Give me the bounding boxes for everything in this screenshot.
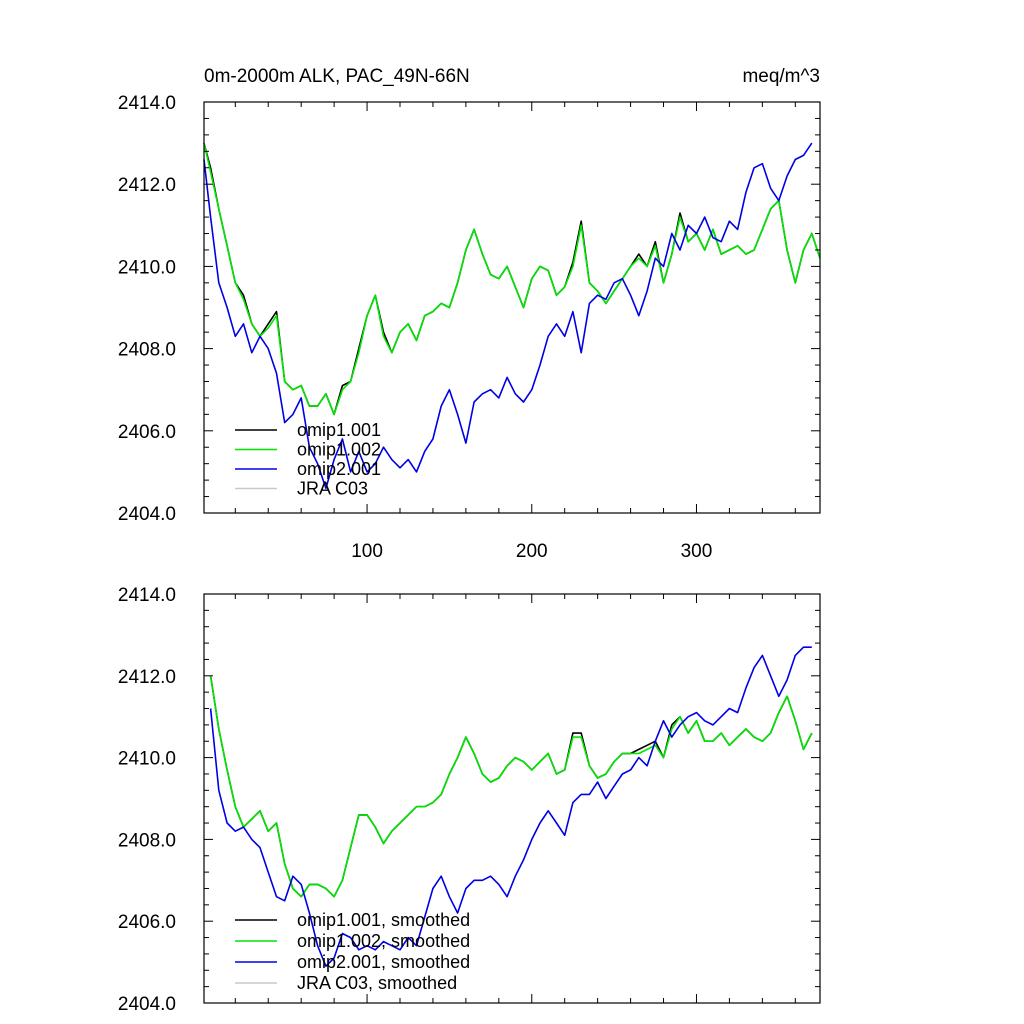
legend-label: omip1.002, smoothed [297,931,470,951]
y-tick-label: 2412.0 [118,667,176,688]
plot-frame [203,101,821,514]
legend-label: omip1.002 [297,440,381,460]
y-tick-label: 2412.0 [118,175,176,196]
y-tick-label: 2408.0 [118,340,176,361]
legend-label: omip2.001, smoothed [297,952,470,972]
y-tick-label: 2414.0 [118,93,176,114]
y-tick-label: 2406.0 [118,912,176,933]
legend-label: omip1.001 [297,420,381,440]
y-tick-label: 2410.0 [118,749,176,770]
x-tick-label: 300 [681,541,713,562]
series-line-0 [209,675,813,898]
legend-label: omip1.001, smoothed [297,910,470,930]
plot-frame [203,593,821,1004]
series-line-1 [209,675,813,898]
legend-label: JRA C03 [297,479,368,499]
series-line-2 [203,142,813,490]
y-tick-label: 2406.0 [118,422,176,443]
y-tick-label: 2408.0 [118,830,176,851]
bottom-panel: 2404.0 2406.0 2408.0 2410.0 2412.0 2414.0 omip… [118,585,821,1015]
figure-title: 0m-2000m ALK, PAC_49N-66N [204,66,470,87]
y-tick-label: 2404.0 [118,994,176,1015]
y-tick-label: 2414.0 [118,585,176,606]
series-line-2 [209,646,812,967]
series-line-1 [203,142,821,416]
legend-label: JRA C03, smoothed [297,973,457,993]
top-panel: 2404.0 2406.0 2408.0 2410.0 2412.0 2414.0 100 2… [118,93,821,562]
y-tick-label: 2410.0 [118,257,176,278]
x-tick-label: 100 [351,541,383,562]
x-tick-label: 200 [516,541,548,562]
legend-label: omip2.001 [297,459,381,479]
y-tick-label: 2404.0 [118,504,176,525]
units-label: meq/m^3 [742,66,820,87]
